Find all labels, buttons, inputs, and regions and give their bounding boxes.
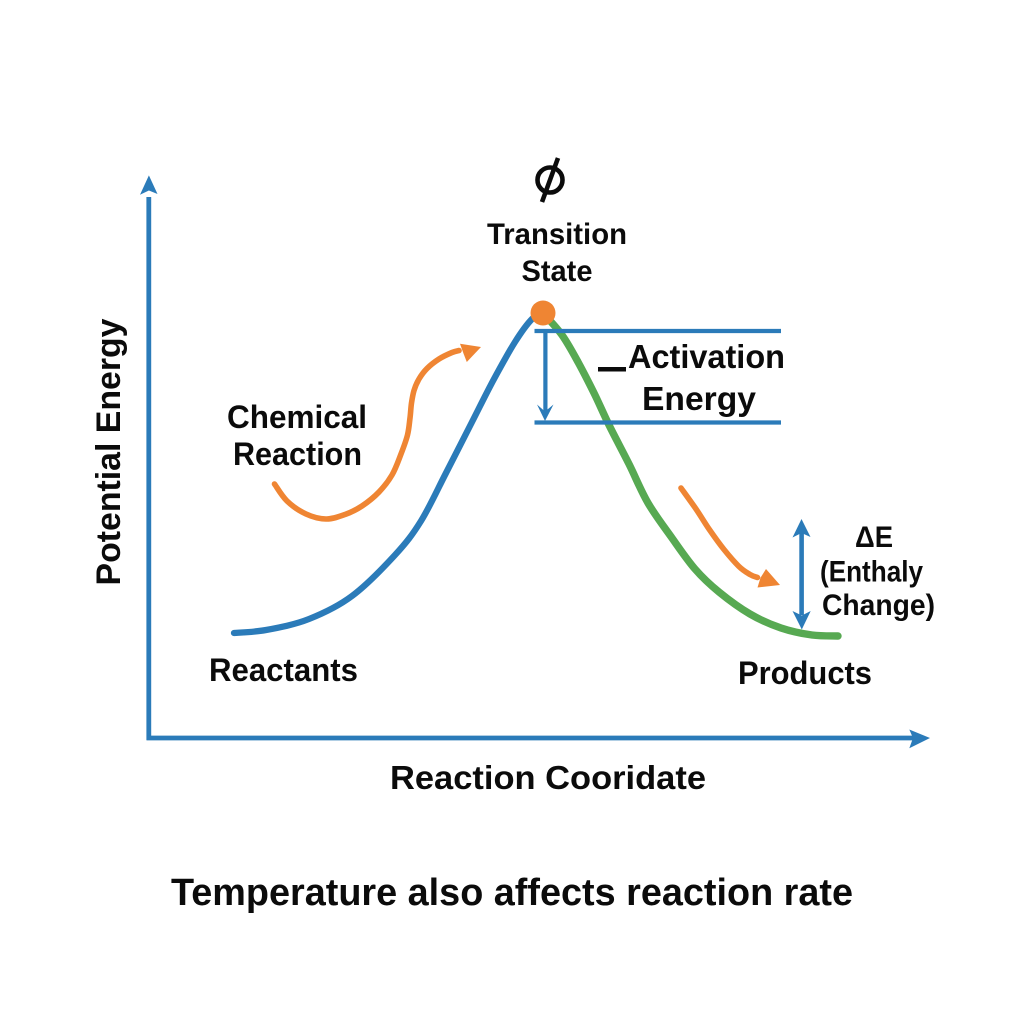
svg-text:Reaction Cooridate: Reaction Cooridate xyxy=(390,759,706,796)
svg-text:(Enthaly: (Enthaly xyxy=(820,556,923,589)
svg-text:Reaction: Reaction xyxy=(233,436,362,472)
svg-text:State: State xyxy=(522,255,593,288)
svg-text:Change): Change) xyxy=(822,589,935,622)
svg-text:Potential Energy: Potential Energy xyxy=(90,319,128,586)
svg-text:ΔE: ΔE xyxy=(855,521,893,554)
svg-text:Activation: Activation xyxy=(628,338,785,375)
svg-text:Reactants: Reactants xyxy=(209,652,358,688)
svg-text:Products: Products xyxy=(738,655,872,691)
svg-text:Chemical: Chemical xyxy=(227,399,367,435)
svg-text:Energy: Energy xyxy=(642,380,757,417)
svg-text:Temperature also affects react: Temperature also affects reaction rate xyxy=(171,872,853,914)
svg-text:Transition: Transition xyxy=(487,218,627,251)
